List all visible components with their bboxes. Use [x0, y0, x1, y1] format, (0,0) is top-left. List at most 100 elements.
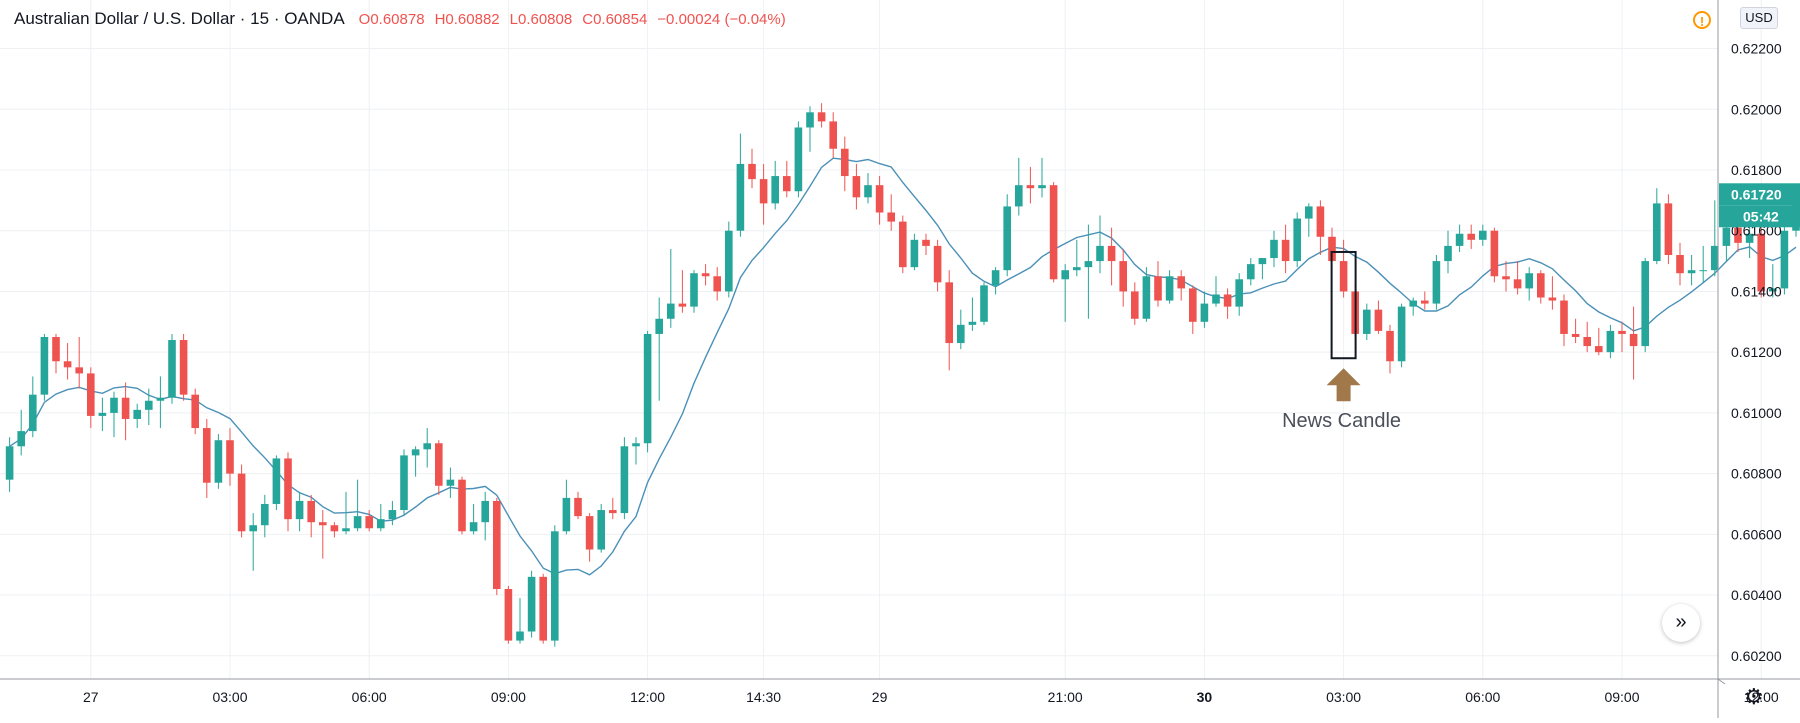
candle — [1432, 255, 1441, 310]
candle — [284, 452, 292, 532]
candle — [551, 525, 559, 647]
candle-body — [690, 273, 698, 307]
candle-body — [52, 336, 60, 362]
candle-body — [156, 397, 165, 401]
candle — [968, 297, 977, 331]
ohlc-open-label: O — [358, 11, 371, 28]
candle — [817, 103, 826, 128]
candle-body — [87, 373, 95, 416]
x-tick-label: 12:00 — [630, 689, 665, 705]
candle-body — [261, 503, 269, 526]
x-tick-label: 27 — [83, 689, 99, 705]
candle-body — [991, 270, 1000, 286]
candle — [1595, 327, 1603, 356]
y-tick-label: 0.61400 — [1731, 283, 1782, 299]
candle-body — [1583, 336, 1591, 347]
scroll-to-realtime-icon[interactable]: » — [1662, 604, 1700, 642]
candle-body — [1444, 245, 1452, 262]
candle-body — [1293, 218, 1301, 262]
candle — [1490, 227, 1499, 283]
candle-body — [17, 431, 25, 447]
candle-body — [1258, 258, 1267, 265]
candle-body — [435, 443, 443, 486]
candle-body — [1757, 233, 1765, 292]
y-tick-label: 0.62000 — [1731, 101, 1782, 117]
candle — [1305, 203, 1313, 237]
candle — [655, 297, 663, 401]
candle-body — [458, 479, 466, 532]
candle — [713, 267, 721, 301]
candle-body — [817, 112, 826, 122]
candle — [1618, 321, 1626, 353]
ohlc-open: O0.60878 — [359, 11, 425, 28]
x-tick-label: 06:00 — [352, 689, 387, 705]
candle-body — [214, 440, 223, 483]
y-tick-label: 0.60600 — [1731, 526, 1782, 542]
warning-icon[interactable]: ! — [1693, 11, 1711, 29]
candle — [1374, 300, 1383, 334]
x-tick-label: 29 — [872, 689, 888, 705]
candle-body — [353, 516, 362, 529]
candle — [145, 388, 153, 426]
candle — [864, 173, 872, 204]
candle — [75, 336, 83, 389]
candle — [632, 437, 640, 465]
candle-body — [1073, 267, 1081, 271]
candle-body — [1664, 203, 1673, 256]
candle — [458, 476, 466, 535]
candle — [1363, 303, 1371, 341]
candle — [736, 133, 745, 237]
candle-body — [1142, 276, 1151, 319]
candle — [179, 333, 188, 401]
candle — [875, 176, 884, 225]
candle-body — [1038, 185, 1046, 189]
candle — [203, 418, 211, 498]
candle-body — [272, 458, 281, 504]
candle — [1038, 157, 1046, 198]
candle-body — [249, 525, 257, 532]
currency-button[interactable]: USD — [1740, 7, 1778, 29]
candle-body — [1479, 230, 1487, 240]
candle-body — [191, 394, 199, 429]
candle-body — [388, 510, 397, 520]
candle — [620, 437, 629, 520]
candle-body — [1687, 270, 1696, 274]
candle-body — [307, 500, 315, 523]
y-tick-label: 0.60400 — [1731, 587, 1782, 603]
candle-body — [1107, 245, 1116, 262]
candle-body — [1606, 330, 1615, 353]
candle-body — [1305, 206, 1313, 219]
candle — [1641, 258, 1649, 353]
symbol-title[interactable]: Australian Dollar / U.S. Dollar · 15 · O… — [14, 9, 345, 28]
candle-body — [667, 303, 675, 319]
candle-body — [968, 321, 977, 325]
candle-body — [922, 239, 930, 246]
candle — [1073, 239, 1081, 277]
y-tick-label: 0.61200 — [1731, 344, 1782, 360]
candle — [330, 522, 339, 538]
candle-body — [1560, 300, 1568, 334]
candle — [1131, 282, 1139, 325]
moving-average-layer — [9, 157, 1797, 576]
candle-body — [678, 303, 687, 307]
candle-body — [771, 176, 779, 204]
candle — [1664, 194, 1673, 265]
candle-body — [725, 230, 733, 292]
candle — [214, 434, 223, 489]
candle — [1119, 248, 1127, 307]
ohlc-low-label: L — [509, 11, 518, 28]
candle — [388, 500, 397, 526]
candle — [226, 428, 234, 486]
candle-body — [1061, 270, 1069, 280]
gear-icon[interactable]: ⚙ — [1744, 684, 1764, 709]
candle-body — [63, 361, 72, 368]
candle — [1722, 224, 1731, 262]
x-tick-label: 21:00 — [1048, 689, 1083, 705]
candle-body — [597, 510, 605, 550]
x-tick-label: 03:00 — [212, 689, 247, 705]
candle — [910, 233, 919, 271]
candle-body — [910, 239, 919, 268]
candle — [748, 148, 756, 189]
